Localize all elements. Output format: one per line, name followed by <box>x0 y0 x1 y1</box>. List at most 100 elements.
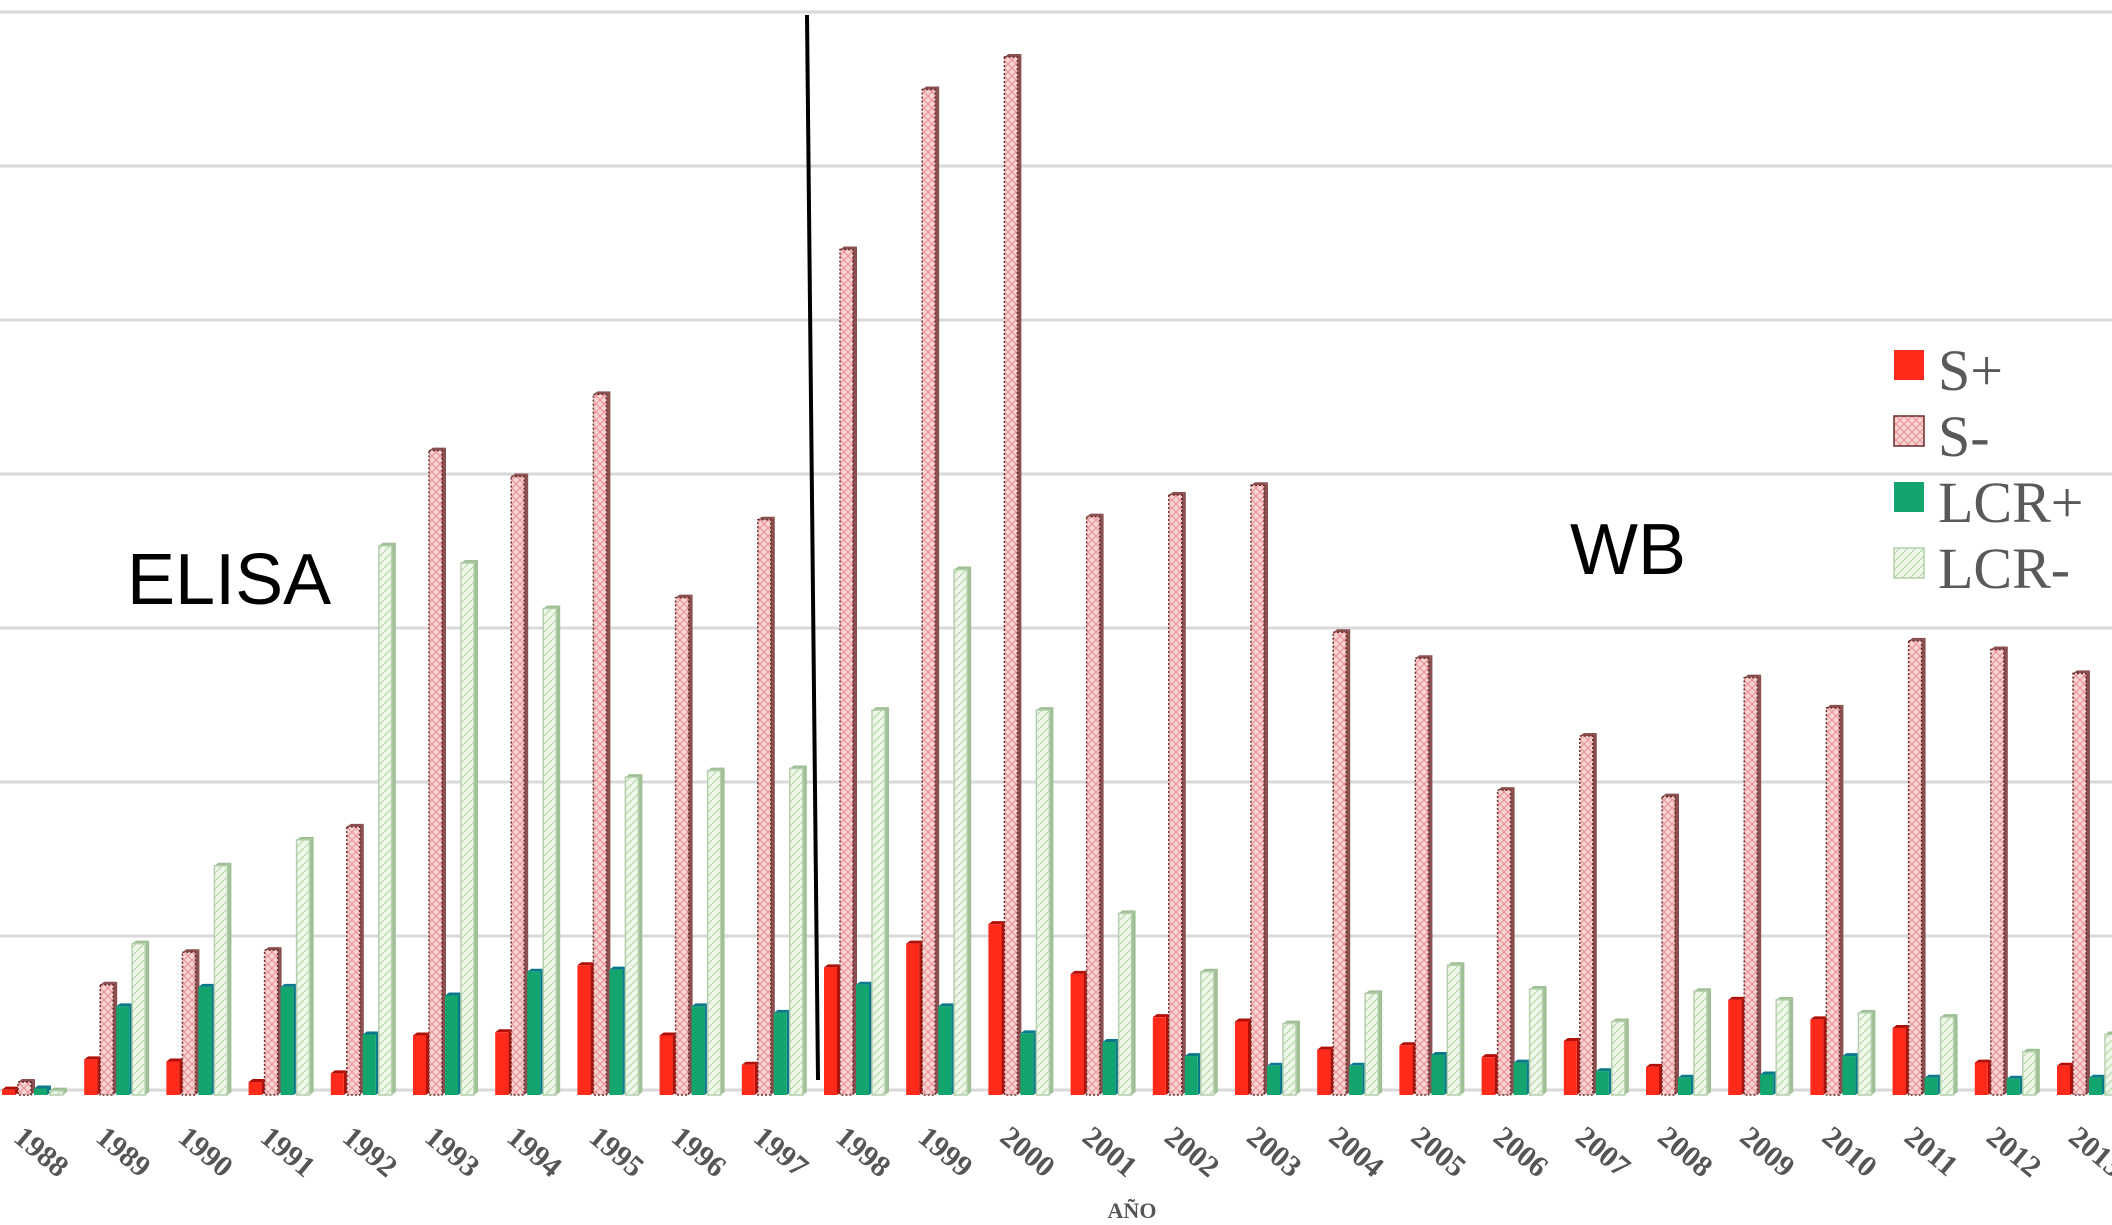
bar-front <box>2072 672 2087 1096</box>
bar-lcr-neg-1992 <box>378 542 396 1096</box>
bar-front <box>1646 1066 1659 1095</box>
bar-s-neg-1997 <box>757 516 775 1096</box>
bar-side <box>2086 670 2090 1095</box>
x-tick-label: 2001 <box>1076 1120 1143 1184</box>
bar-lcr-neg-2008 <box>1693 988 1711 1096</box>
bar-top <box>1842 1053 1860 1057</box>
bar-side <box>1049 707 1054 1095</box>
bar-front <box>1414 657 1430 1096</box>
bar-s-neg-2012 <box>1990 646 2008 1096</box>
bar-s-neg-2004 <box>1332 629 1351 1096</box>
bar-top <box>2105 1031 2112 1035</box>
bars <box>2 54 2112 1096</box>
bar-side <box>1346 629 1351 1095</box>
bar-s-pos-1993 <box>413 1032 430 1095</box>
bar-lcr-neg-1993 <box>460 560 478 1096</box>
legend-item-s-neg: S- <box>1893 404 1990 469</box>
bar-s-pos-2012 <box>1974 1059 1992 1095</box>
bar-top <box>1152 1014 1170 1018</box>
bar-s-neg-1992 <box>346 823 364 1096</box>
bar-front <box>1070 973 1084 1095</box>
bar-top <box>1102 1039 1120 1043</box>
bar-top <box>2089 1074 2106 1078</box>
method-divider-line <box>805 14 820 1081</box>
bar-s-neg-1996 <box>674 594 693 1096</box>
x-tick-label: 1995 <box>583 1120 650 1184</box>
bar-front <box>1693 990 1708 1096</box>
bar-front <box>674 596 690 1096</box>
bar-front <box>1102 1042 1116 1095</box>
bar-front <box>248 1082 262 1095</box>
bar-front <box>1349 1065 1363 1095</box>
bar-front <box>1117 912 1133 1096</box>
bar-front <box>592 393 608 1096</box>
bar-top <box>659 1032 677 1036</box>
x-tick-label: 1996 <box>665 1120 732 1184</box>
bar-side <box>1675 793 1679 1095</box>
bar-lcr-neg-2003 <box>1282 1020 1300 1096</box>
bar-lcr-neg-2002 <box>1200 968 1218 1096</box>
bar-lcr-neg-2001 <box>1117 910 1136 1096</box>
bar-s-pos-2010 <box>1810 1016 1828 1095</box>
bar-lcr-pos-2010 <box>1842 1053 1860 1095</box>
bar-top <box>1611 1018 1629 1022</box>
bar-s-pos-1999 <box>906 940 924 1095</box>
x-tick-label: 2000 <box>994 1120 1061 1184</box>
bar-s-neg-2002 <box>1168 491 1186 1096</box>
x-tick-label: 1992 <box>336 1120 403 1184</box>
bar-front <box>1842 1056 1856 1095</box>
bar-top <box>1563 1037 1581 1041</box>
legend-item-lcr-neg: LCR- <box>1893 536 2070 601</box>
bar-side <box>359 823 364 1095</box>
bar-top <box>1118 910 1136 914</box>
bar-lcr-pos-2002 <box>1184 1053 1202 1095</box>
bar-side <box>1460 962 1465 1095</box>
bar-side <box>606 391 611 1095</box>
bar-front <box>741 1064 755 1095</box>
bar-top <box>1810 1016 1828 1020</box>
bar-front <box>1611 1020 1626 1096</box>
bar-side <box>1592 733 1597 1095</box>
bar-front <box>609 969 623 1095</box>
bar-top <box>1317 1046 1335 1050</box>
bar-s-pos-2007 <box>1563 1037 1581 1095</box>
bar-front <box>2022 1051 2037 1096</box>
bar-top <box>741 1061 759 1065</box>
bar-s-neg-1988 <box>17 1079 35 1096</box>
bar-s-pos-2001 <box>1070 970 1088 1095</box>
bar-lcr-neg-2009 <box>1775 996 1794 1096</box>
bar-top <box>1235 1018 1252 1022</box>
bar-side <box>770 516 775 1095</box>
bar-top <box>1728 996 1746 1000</box>
bar-top <box>1858 1009 1876 1013</box>
bar-s-pos-2008 <box>1646 1063 1663 1095</box>
bar-top <box>1513 1059 1531 1063</box>
bar-side <box>556 605 561 1095</box>
bar-lcr-pos-1992 <box>362 1031 380 1095</box>
bar-front <box>34 1088 47 1095</box>
bar-side <box>227 862 232 1095</box>
bar-side <box>1707 988 1711 1095</box>
bar-front <box>1431 1054 1445 1095</box>
bar-lcr-pos-2011 <box>1924 1074 1942 1095</box>
bar-front <box>691 1006 705 1095</box>
bar-side <box>474 560 478 1095</box>
x-tick-label: 2002 <box>1158 1120 1225 1184</box>
bar-lcr-pos-2007 <box>1595 1068 1613 1095</box>
bar-lcr-pos-1991 <box>280 983 298 1095</box>
bar-front <box>1563 1040 1577 1095</box>
bar-top <box>527 968 545 972</box>
bar-s-neg-2006 <box>1496 787 1515 1096</box>
bar-lcr-pos-1995 <box>609 966 627 1095</box>
bar-top <box>1481 1054 1499 1058</box>
bar-top <box>2006 1075 2024 1079</box>
bar-lcr-neg-2006 <box>1528 986 1547 1096</box>
bar-lcr-pos-2013 <box>2089 1074 2106 1095</box>
bar-front <box>1760 1074 1774 1095</box>
legend-label: LCR- <box>1938 536 2070 601</box>
bar-front <box>2 1089 15 1095</box>
x-tick-label: 1990 <box>172 1120 239 1184</box>
bar-side <box>145 940 150 1095</box>
bar-top <box>280 983 298 987</box>
bar-s-neg-1990 <box>181 949 200 1096</box>
